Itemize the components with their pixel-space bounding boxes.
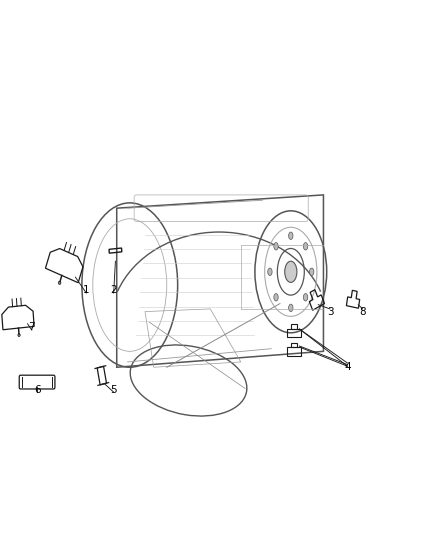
Text: 7: 7 <box>28 322 35 333</box>
Text: 2: 2 <box>110 285 117 295</box>
Ellipse shape <box>310 268 314 276</box>
Ellipse shape <box>304 243 308 250</box>
Text: 1: 1 <box>83 285 89 295</box>
Text: 8: 8 <box>359 306 366 317</box>
Ellipse shape <box>274 243 278 250</box>
Text: 4: 4 <box>344 362 351 372</box>
Ellipse shape <box>268 268 272 276</box>
Ellipse shape <box>285 261 297 282</box>
Ellipse shape <box>274 294 278 301</box>
Text: 6: 6 <box>34 384 40 394</box>
Ellipse shape <box>18 334 20 336</box>
Text: 3: 3 <box>327 306 333 317</box>
Text: 5: 5 <box>110 384 117 394</box>
Ellipse shape <box>289 304 293 312</box>
Ellipse shape <box>58 281 61 285</box>
Ellipse shape <box>289 232 293 239</box>
Ellipse shape <box>304 294 308 301</box>
